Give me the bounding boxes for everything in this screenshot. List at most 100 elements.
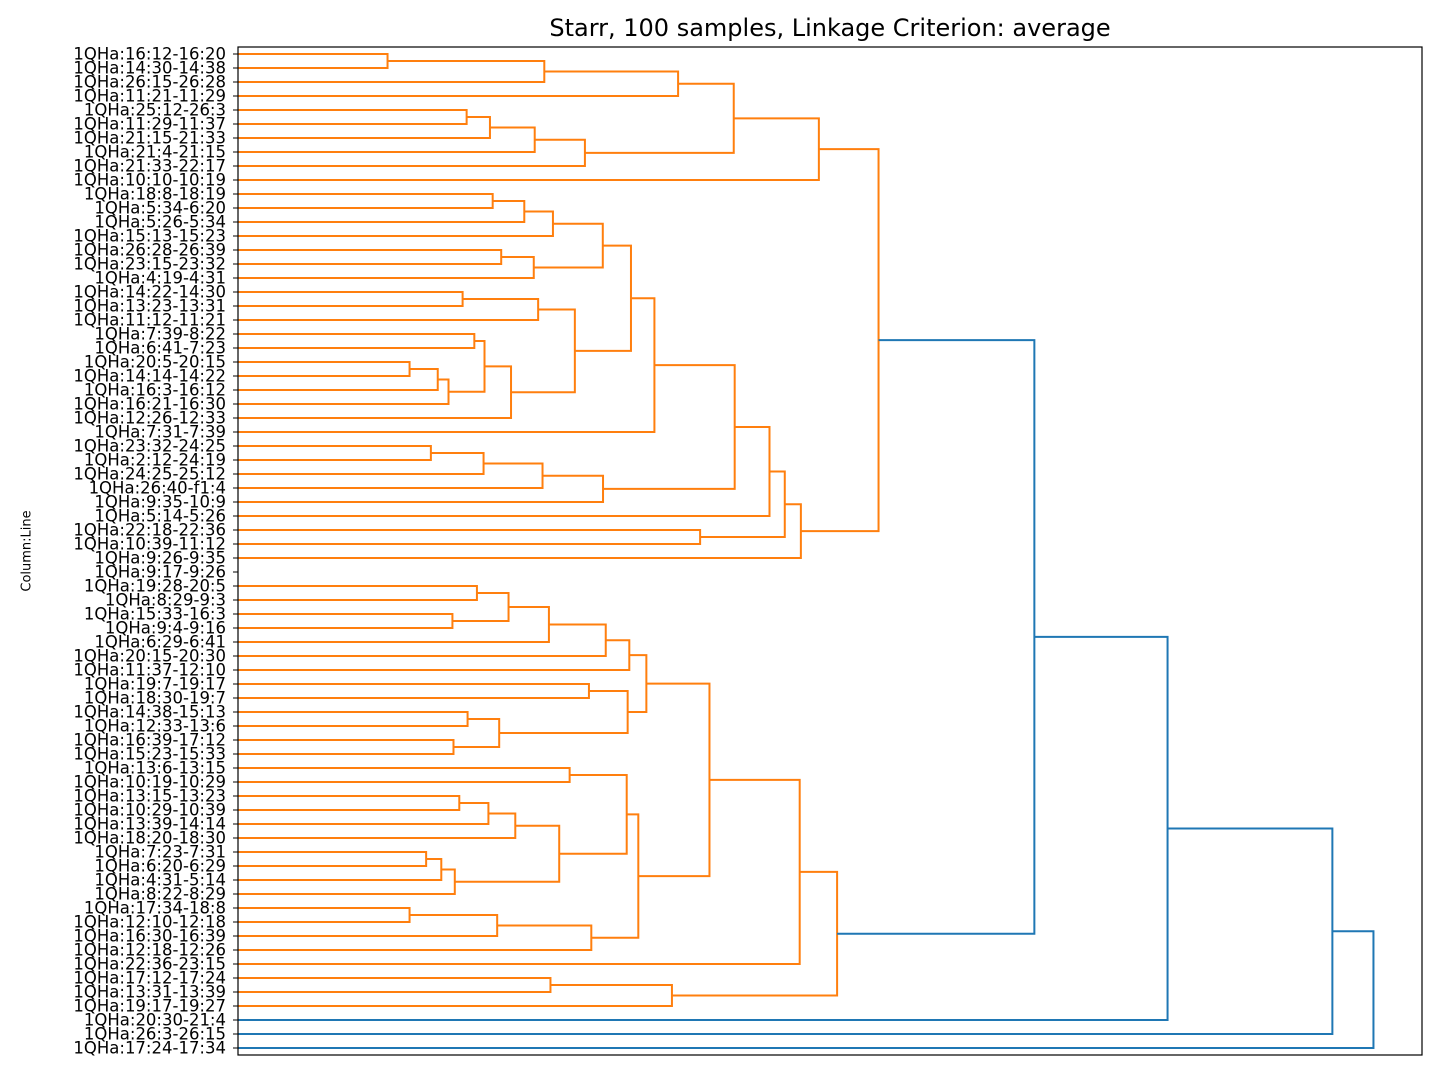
dendrogram-link [238,210,554,237]
dendrogram-link [238,256,535,279]
leaf-label: 1QHa:15:33-16:3 [84,605,226,624]
dendrogram-link [453,718,501,748]
dendrogram-link [238,297,656,433]
dendrogram-link [238,907,411,923]
leaf-label: 1QHa:13:23-13:31 [73,297,226,316]
dendrogram-link [603,364,736,490]
dendrogram-link [533,222,604,269]
dendrogram-link [454,824,561,883]
dendrogram-link [238,930,1375,1049]
dendrogram-link [700,470,786,538]
leaf-label: 1QHa:13:31-13:39 [73,983,226,1002]
leaf-label: 1QHa:19:28-20:5 [84,577,226,596]
leaf-label: 1QHa:7:39-8:22 [94,325,226,344]
leaf-label: 1QHa:12:26-12:33 [73,409,226,428]
dendrogram-link [238,249,503,265]
leaf-label: 1QHa:15:13-15:23 [73,227,226,246]
leaf-label: 1QHa:16:3-16:12 [84,381,226,400]
dendrogram-link [238,529,702,545]
dendrogram-link [638,682,711,878]
leaf-label: 1QHa:19:7-19:17 [84,675,226,694]
leaf-label: 1QHa:2:12-24:19 [84,451,226,470]
leaf-label: 1QHa:14:22-14:30 [73,283,226,302]
dendrogram-link [238,109,468,125]
dendrogram-link [238,298,540,321]
leaf-label: 1QHa:22:36-23:15 [73,955,226,974]
dendrogram-link [238,606,550,643]
leaf-label: 1QHa:5:26-5:34 [94,213,226,232]
leaf-label: 1QHa:6:41-7:23 [94,339,226,358]
leaf-label: 1QHa:12:18-12:26 [73,941,226,960]
leaf-label: 1QHa:14:30-14:38 [73,59,226,78]
leaf-label: 1QHa:12:33-13:6 [84,717,226,736]
leaf-label: 1QHa:26:3-26:15 [84,1025,226,1044]
leaf-label: 1QHa:6:29-6:41 [94,633,226,652]
leaf-label: 1QHa:4:31-5:14 [94,871,226,890]
leaf-label: 1QHa:9:17-9:26 [94,563,226,582]
leaf-label: 1QHa:9:35-10:9 [94,493,226,512]
leaf-label: 1QHa:6:20-6:29 [94,857,226,876]
leaf-label: 1QHa:17:24-17:34 [73,1039,226,1058]
dendrogram-link [238,378,450,405]
dendrogram-link [238,868,456,895]
dendrogram-link [238,802,490,825]
dendrogram-link [238,200,526,223]
dendrogram-link [238,711,469,727]
leaf-label: 1QHa:12:10-12:18 [73,913,226,932]
leaf-label: 1QHa:10:39-11:12 [73,535,226,554]
leaf-label: 1QHa:10:19-10:29 [73,773,226,792]
dendrogram-link [511,308,576,394]
dendrogram-link [238,767,571,783]
dendrogram-link [238,739,455,755]
leaf-label: 1QHa:20:30-21:4 [84,1011,226,1030]
dendrogram-link [837,339,1036,935]
dendrogram-link [238,70,680,97]
leaf-label: 1QHa:5:14-5:26 [94,507,226,526]
leaf-label: 1QHa:10:29-10:39 [73,801,226,820]
dendrogram-link [238,116,491,139]
leaf-label: 1QHa:23:15-23:32 [73,255,226,274]
dendrogram-link [238,462,544,489]
leaf-label: 1QHa:16:30-16:39 [73,927,226,946]
dendrogram-link [238,585,478,601]
leaf-label: 1QHa:14:14-14:22 [73,367,226,386]
leaf-label: 1QHa:11:29-11:37 [73,115,226,134]
leaf-label: 1QHa:18:30-19:7 [84,689,226,708]
leaf-label: 1QHa:4:19-4:31 [94,269,226,288]
leaf-label: 1QHa:26:15-26:28 [73,73,226,92]
links-layer [238,53,1375,1049]
dendrogram-link [238,60,546,83]
leaf-label: 1QHa:8:29-9:3 [105,591,226,610]
dendrogram-link [452,592,510,622]
dendrogram-link [238,623,607,657]
dendrogram-link [499,690,629,734]
dendrogram-link [238,914,499,937]
dendrogram-link [238,368,439,391]
leaf-label: 1QHa:26:40-f1:4 [89,479,226,498]
dendrogram-link [238,361,411,377]
leaf-label: 1QHa:10:10-10:19 [73,171,226,190]
leaf-label: 1QHa:8:22-8:29 [94,885,226,904]
leaf-label: 1QHa:5:34-6:20 [94,199,226,218]
dendrogram-link [238,795,461,811]
leaf-label: 1QHa:20:15-20:30 [73,647,226,666]
dendrogram-link [238,53,389,69]
leaf-label: 1QHa:7:23-7:31 [94,843,226,862]
leaf-label: 1QHa:9:4-9:16 [105,619,226,638]
leaf-label: 1QHa:22:18-22:36 [73,521,226,540]
leaf-label: 1QHa:21:33-22:17 [73,157,226,176]
dendrogram-link [238,193,494,209]
leaf-labels: 1QHa:16:12-16:201QHa:14:30-14:381QHa:26:… [73,45,238,1058]
leaf-label: 1QHa:17:34-18:8 [84,899,226,918]
dendrogram-link [238,445,432,461]
leaf-label: 1QHa:7:31-7:39 [94,423,226,442]
leaf-label: 1QHa:11:21-11:29 [73,87,226,106]
dendrogram-link [238,858,443,881]
dendrogram-link [238,984,673,1007]
leaf-label: 1QHa:25:12-26:3 [84,101,226,120]
dendrogram-link [238,117,820,181]
leaf-label: 1QHa:16:21-16:30 [73,395,226,414]
dendrogram-link [238,452,485,475]
dendrogram-link [238,977,552,993]
